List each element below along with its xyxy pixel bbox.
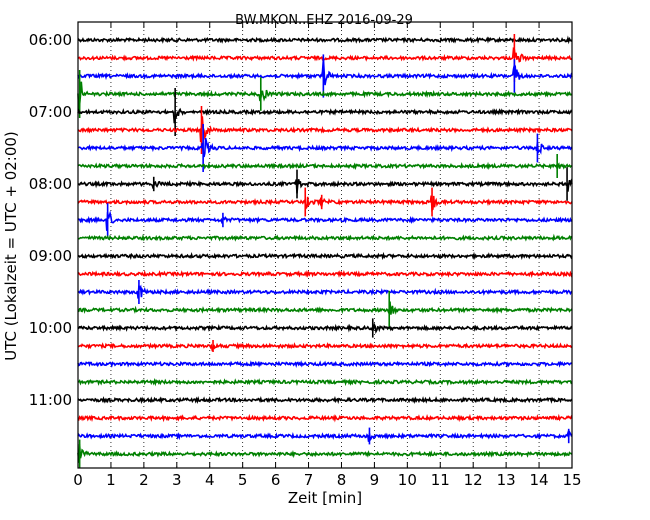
- plot-frame: [77, 21, 573, 469]
- trace-line: [77, 444, 573, 463]
- trace-line: [77, 360, 573, 369]
- x-tick-label: 9: [370, 471, 380, 489]
- x-tick-label: 2: [139, 471, 149, 489]
- x-tick-label: 0: [73, 471, 83, 489]
- trace-line: [77, 233, 573, 242]
- traces: [77, 34, 573, 469]
- x-tick-label: 3: [172, 471, 182, 489]
- trace-line: [77, 47, 573, 63]
- x-tick-label: 6: [271, 471, 281, 489]
- trace-line: [77, 269, 573, 278]
- trace-line: [77, 107, 573, 124]
- x-tick-label: 1: [106, 471, 116, 489]
- trace-line: [77, 137, 573, 158]
- chart-title: BW.MKON..EHZ 2016-09-29: [235, 13, 413, 28]
- x-tick-label: 11: [431, 471, 450, 489]
- trace-line: [77, 429, 573, 442]
- trace-line: [77, 301, 573, 315]
- trace-line: [77, 58, 573, 86]
- trace-line: [77, 116, 573, 142]
- trace-line: [77, 341, 573, 352]
- trace-line: [77, 35, 573, 45]
- x-tick-label: 7: [304, 471, 314, 489]
- x-tick-label: 12: [464, 471, 483, 489]
- x-tick-label: 13: [497, 471, 516, 489]
- x-tick-label: 14: [530, 471, 549, 489]
- trace-line: [77, 395, 573, 405]
- trace-line: [77, 322, 573, 335]
- x-axis: 0 1 2 3 4 5 6 7 8 9 10 11 12 13 14 15: [73, 22, 582, 489]
- y-tick-label: 06:00: [29, 31, 72, 49]
- x-axis-label: Zeit [min]: [288, 489, 362, 507]
- x-tick-label: 10: [398, 471, 417, 489]
- trace-line: [77, 178, 573, 194]
- y-axis: 06:00 07:00 08:00 09:00 10:00 11:00: [29, 31, 572, 409]
- x-tick-label: 4: [205, 471, 215, 489]
- y-tick-label: 10:00: [29, 319, 72, 337]
- trace-line: [77, 413, 573, 423]
- trace-line: [77, 377, 573, 387]
- y-axis-label: UTC (Lokalzeit = UTC + 02:00): [2, 131, 20, 361]
- trace-line: [77, 81, 573, 112]
- x-tick-label: 8: [337, 471, 347, 489]
- y-tick-label: 08:00: [29, 175, 72, 193]
- x-tick-label: 15: [562, 471, 581, 489]
- x-tick-label: 5: [238, 471, 248, 489]
- trace-line: [78, 284, 573, 299]
- trace-line: [77, 161, 573, 171]
- trace-line: [77, 210, 573, 231]
- y-tick-label: 11:00: [29, 391, 72, 409]
- y-tick-label: 09:00: [29, 247, 72, 265]
- trace-line: [77, 251, 573, 261]
- trace-line: [77, 195, 573, 212]
- y-tick-label: 07:00: [29, 103, 72, 121]
